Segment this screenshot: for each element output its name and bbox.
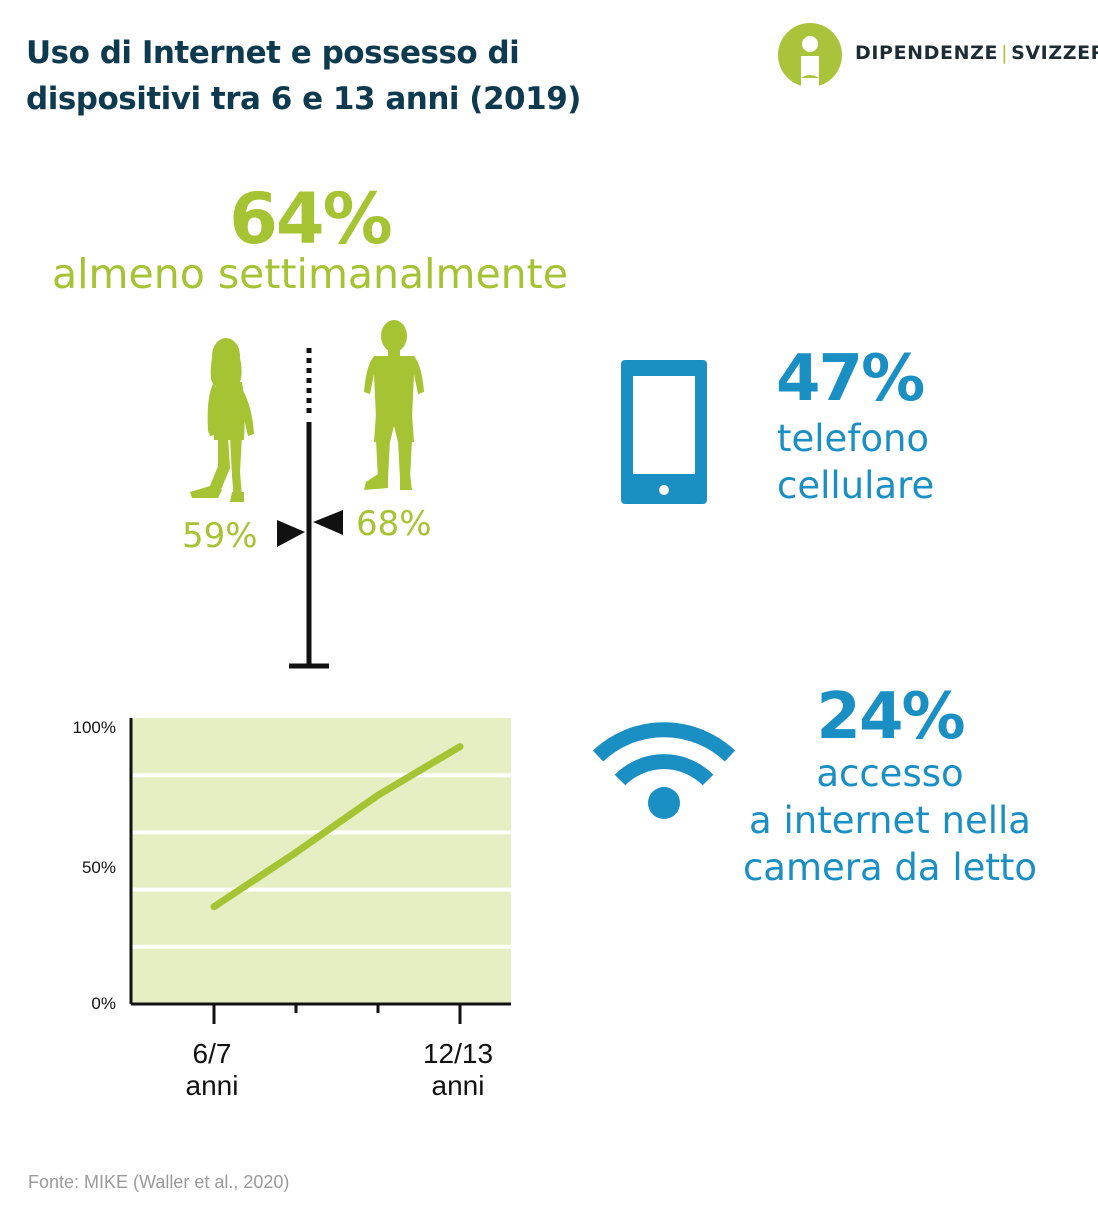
data-point [374, 791, 382, 799]
boys-percent: 68% [356, 504, 432, 544]
data-point [456, 743, 464, 751]
phone-value: 47% [776, 342, 925, 416]
x-tick-label-line-2: anni [185, 1070, 239, 1101]
y-tick-label: 0% [91, 994, 116, 1013]
data-point [210, 903, 218, 911]
bedroom-label-line-2: a internet nella [749, 799, 1031, 842]
boy-icon [364, 320, 424, 490]
wifi-icon [592, 722, 736, 819]
weekly-value: 64% [229, 178, 393, 260]
logo-separator: | [1001, 42, 1009, 64]
weekly-label: almeno settimanalmente [52, 250, 568, 298]
x-tick-label-line-1: 6/7 [192, 1038, 232, 1069]
girls-percent: 59% [182, 516, 258, 556]
girl-icon [190, 338, 254, 502]
logo-text-left: DIPENDENZE [855, 42, 999, 64]
x-tick-label: 6/7 anni [142, 1038, 282, 1102]
series-line [212, 743, 462, 910]
bedroom-label-line-3: camera da letto [742, 846, 1038, 889]
x-tick-label-line-2: anni [431, 1070, 485, 1101]
bedroom-value: 24% [816, 680, 965, 754]
x-tick-label: 12/13 anni [388, 1038, 528, 1102]
boys-marker-arrow [313, 510, 343, 535]
phone-label-line-1: telefono [777, 417, 930, 460]
page-title: Uso di Internet e possesso di dispositiv… [26, 30, 581, 122]
logo-text-right: SVIZZERA [1011, 42, 1098, 64]
mobile-phone-icon [621, 360, 707, 504]
logo-text: DIPENDENZE|SVIZZERA [855, 42, 1098, 64]
phone-label-line-2: cellulare [777, 464, 935, 507]
title-line-2: dispositivi tra 6 e 13 anni (2019) [26, 81, 581, 117]
girls-marker-arrow [277, 520, 305, 547]
title-line-1: Uso di Internet e possesso di [26, 35, 520, 71]
brand-logo[interactable]: DIPENDENZE|SVIZZERA [777, 22, 1098, 88]
x-tick-label-line-1: 12/13 [422, 1038, 494, 1069]
bedroom-label: accesso a internet nella camera da letto [730, 750, 1050, 891]
gender-gauge [277, 348, 343, 669]
y-tick-label: 50% [81, 858, 116, 877]
source-note: Fonte: MIKE (Waller et al., 2020) [28, 1172, 290, 1192]
bedroom-label-line-1: accesso [816, 752, 964, 795]
phone-label: telefono cellulare [777, 415, 934, 509]
info-person-icon [778, 23, 842, 88]
plot-area [131, 718, 511, 1004]
y-tick-label: 100% [72, 718, 116, 737]
data-point [292, 848, 300, 856]
